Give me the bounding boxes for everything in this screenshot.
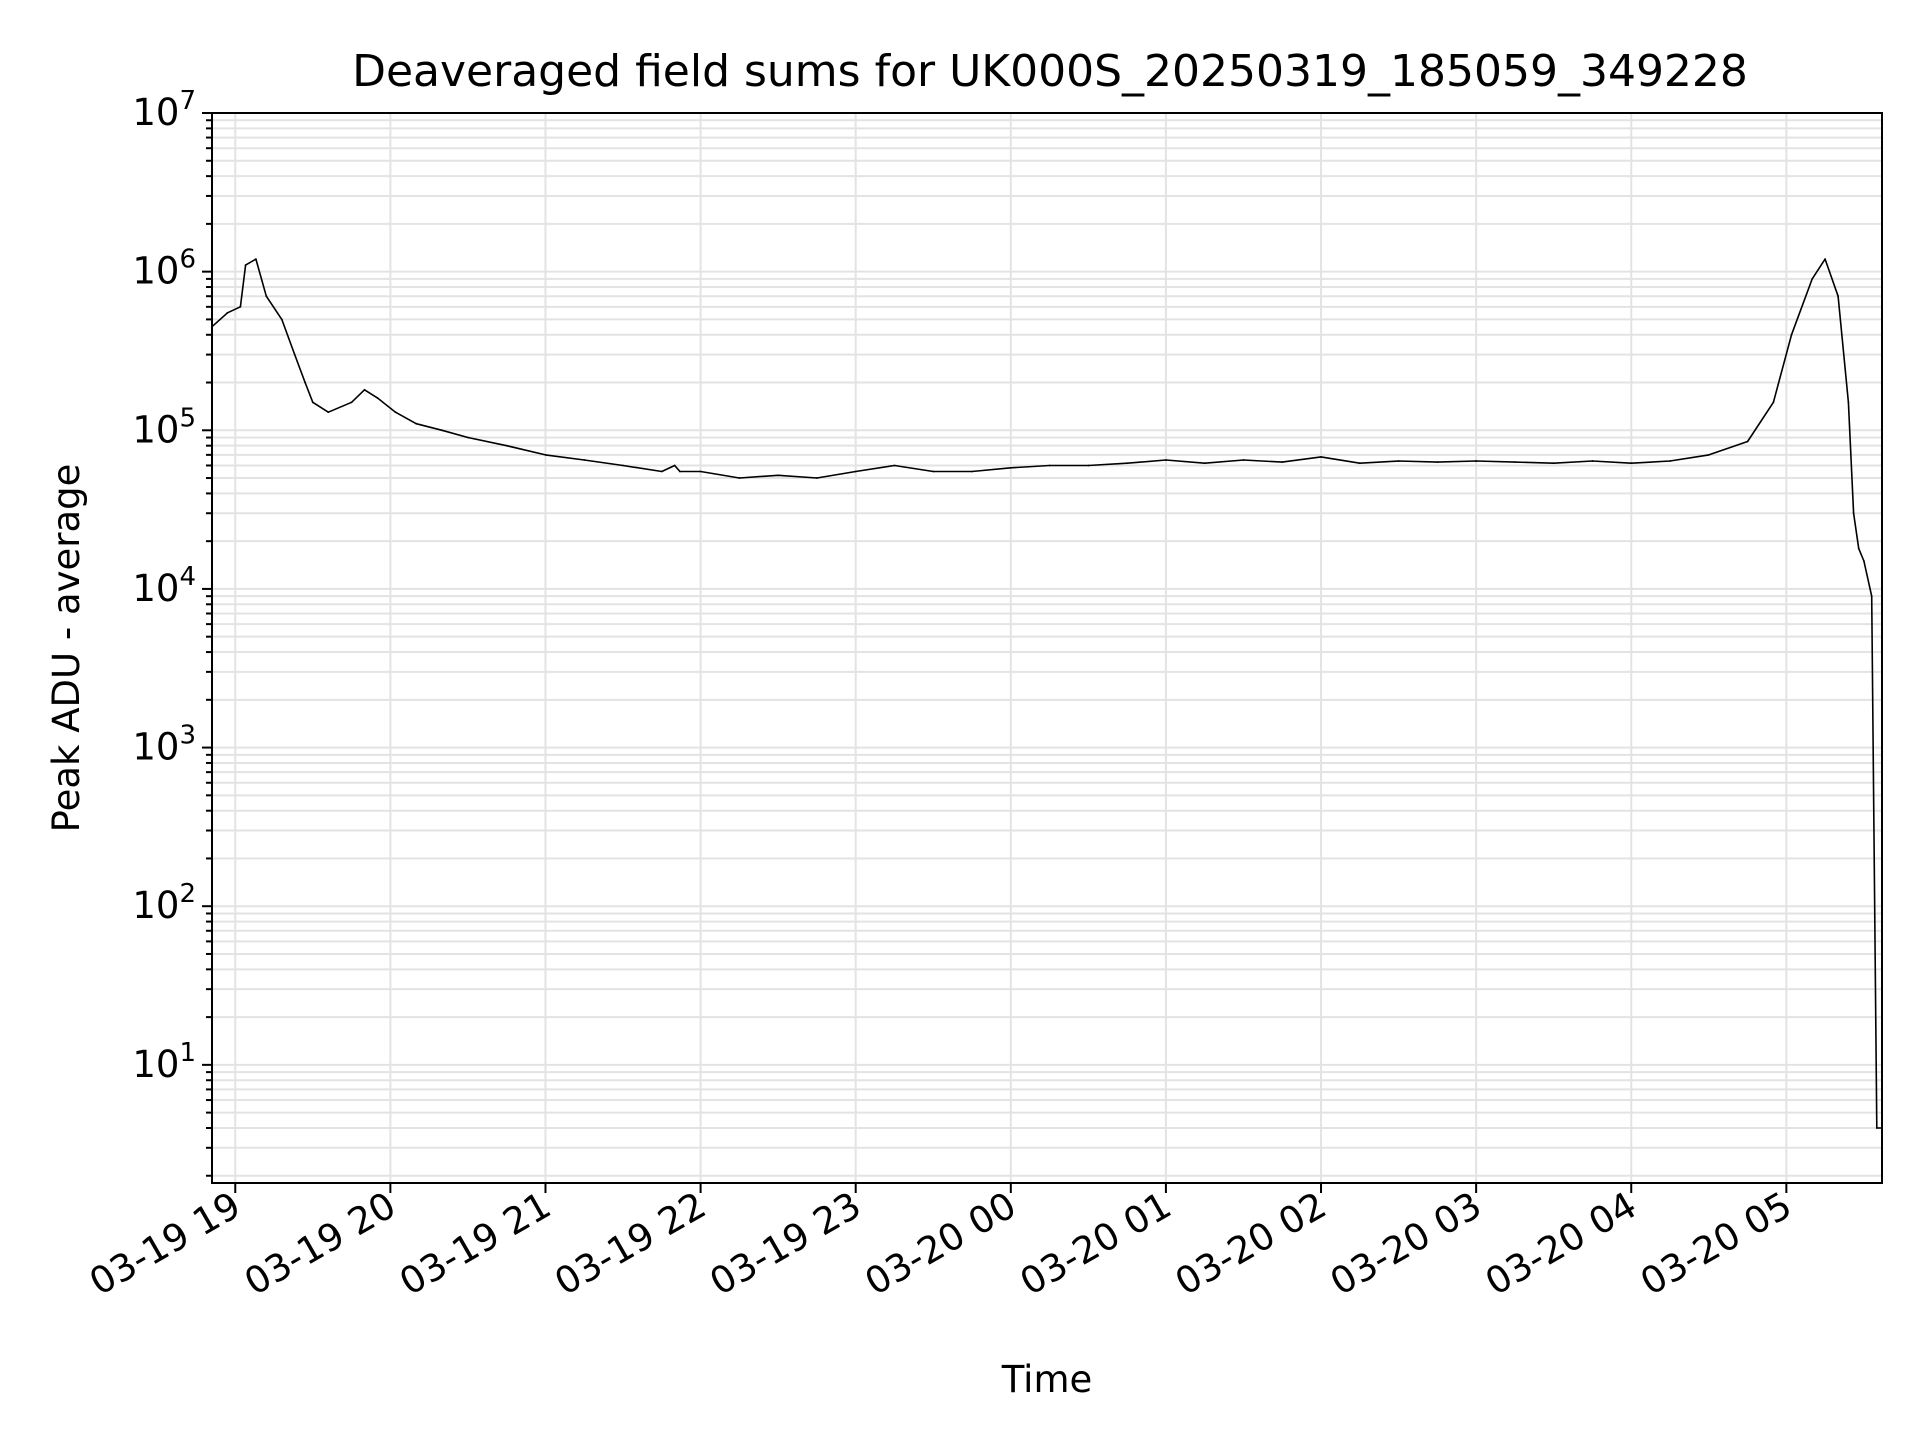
data-point (1552, 462, 1555, 465)
data-point (441, 429, 443, 432)
data-point (304, 381, 306, 384)
data-point (699, 470, 702, 473)
data-point (1669, 460, 1671, 462)
data-point (1852, 512, 1855, 515)
data-point (583, 459, 586, 461)
data-point (1870, 595, 1873, 598)
y-tick-label: 103 (132, 721, 196, 769)
data-point (1436, 461, 1439, 463)
data-point (1475, 460, 1477, 462)
data-point (1772, 401, 1775, 404)
data-point (679, 470, 681, 473)
data-point (1811, 278, 1814, 280)
data-point (1707, 454, 1710, 456)
data-point (394, 411, 397, 414)
data-point (1847, 401, 1850, 404)
data-point (1203, 462, 1206, 465)
y-tick-label: 102 (132, 879, 196, 927)
y-axis-label: Peak ADU - average (45, 464, 88, 833)
data-point (239, 305, 242, 308)
data-point (376, 397, 379, 399)
data-point (660, 470, 663, 473)
data-point (1126, 462, 1128, 465)
data-point (293, 353, 296, 356)
data-point (255, 258, 257, 260)
data-point (1165, 459, 1167, 461)
data-point (1630, 462, 1633, 465)
data-point (738, 477, 741, 479)
data-point (226, 311, 229, 314)
data-point (816, 477, 818, 479)
data-point (1281, 461, 1284, 463)
data-point (1242, 459, 1245, 461)
x-axis-label: Time (1001, 1358, 1093, 1401)
data-point (932, 470, 935, 473)
data-point (1397, 460, 1400, 462)
data-point (1857, 547, 1860, 550)
data-point (1009, 466, 1012, 469)
data-series (211, 258, 1883, 1129)
data-point (280, 318, 283, 321)
data-point (1863, 560, 1865, 562)
data-point (467, 436, 469, 439)
data-point (363, 388, 366, 391)
data-point (893, 464, 896, 467)
data-point (265, 295, 268, 298)
data-point (1514, 461, 1516, 463)
y-tick-label: 105 (132, 403, 196, 451)
data-point (1790, 333, 1793, 336)
data-point (244, 264, 247, 266)
data-point (1358, 462, 1361, 465)
y-tick-label: 104 (132, 562, 196, 610)
data-point (1591, 460, 1594, 462)
y-tick-label: 101 (132, 1038, 196, 1086)
data-point (1087, 464, 1090, 467)
data-point (1320, 456, 1322, 458)
chart-title: Deaveraged field sums for UK000S_2025031… (352, 46, 1748, 97)
data-point (1048, 464, 1051, 467)
data-point (854, 470, 857, 473)
data-point (1824, 258, 1826, 260)
data-point (971, 470, 973, 473)
data-point (1837, 295, 1839, 298)
data-point (350, 401, 353, 404)
data-point (673, 464, 676, 467)
data-point (1746, 440, 1749, 443)
data-point (311, 401, 314, 404)
data-point (327, 411, 330, 414)
plot-frame (211, 112, 1883, 1184)
data-point (1875, 1127, 1878, 1129)
data-point (544, 454, 547, 456)
data-point (622, 464, 624, 467)
y-tick-label: 106 (132, 245, 196, 293)
data-point (415, 422, 418, 425)
grid (212, 112, 1882, 1183)
data-point (777, 474, 779, 477)
y-axis: 101 102 103 104 105 106 107 (132, 86, 212, 1177)
data-point (505, 444, 508, 447)
y-tick-label: 107 (132, 86, 196, 134)
